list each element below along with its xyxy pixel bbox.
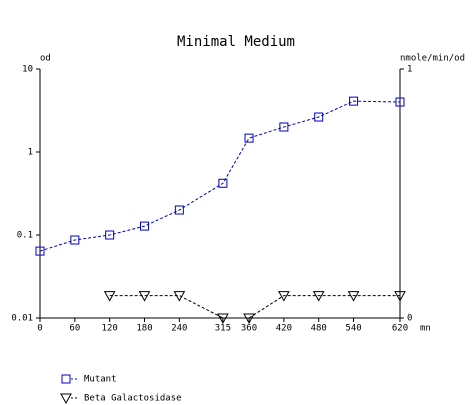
marker xyxy=(105,230,115,240)
marker xyxy=(243,313,255,325)
legend-label: Beta Galactosidase xyxy=(84,394,182,404)
x-tick-label: 480 xyxy=(311,324,327,334)
x-tick-label: 620 xyxy=(392,324,408,334)
x-tick-label: 60 xyxy=(69,324,80,334)
chart-title: Minimal Medium xyxy=(177,34,295,50)
marker xyxy=(35,246,45,256)
marker xyxy=(394,291,406,302)
marker xyxy=(140,221,150,231)
marker xyxy=(279,122,289,132)
marker xyxy=(70,235,80,245)
series-line xyxy=(39,100,401,252)
y-tick-label: 1 xyxy=(28,148,33,158)
legend-marker xyxy=(61,374,71,384)
marker xyxy=(312,291,325,302)
x-tick-label: 540 xyxy=(345,324,361,334)
marker xyxy=(217,313,229,325)
x-tick-label: 420 xyxy=(276,324,292,334)
marker xyxy=(218,178,228,188)
y2-axis-label: nmole/min/od xyxy=(400,54,465,64)
x-tick-label: 240 xyxy=(171,324,187,334)
legend-label: Mutant xyxy=(84,375,117,385)
x-axis-label: mn xyxy=(420,324,431,334)
x-tick-label: 120 xyxy=(102,324,118,334)
marker xyxy=(278,291,290,302)
marker xyxy=(347,291,360,302)
marker xyxy=(314,112,324,122)
marker xyxy=(349,96,359,106)
marker xyxy=(395,97,405,107)
marker xyxy=(244,133,254,143)
marker xyxy=(173,291,186,302)
x-tick-label: 315 xyxy=(215,324,231,334)
y-axis-label: od xyxy=(40,54,51,64)
series-line xyxy=(109,295,400,319)
y2-tick-label: 0 xyxy=(407,314,412,324)
marker xyxy=(138,291,151,302)
y-tick-label: 10 xyxy=(22,65,33,75)
legend-marker xyxy=(60,393,72,405)
marker xyxy=(103,291,116,302)
marker xyxy=(174,205,184,215)
y2-tick-label: 1 xyxy=(407,65,412,75)
x-tick-label: 0 xyxy=(37,324,42,334)
y-tick-label: 0.01 xyxy=(11,314,33,324)
x-tick-label: 360 xyxy=(241,324,257,334)
x-tick-label: 180 xyxy=(136,324,152,334)
y-tick-label: 0.1 xyxy=(17,231,33,241)
